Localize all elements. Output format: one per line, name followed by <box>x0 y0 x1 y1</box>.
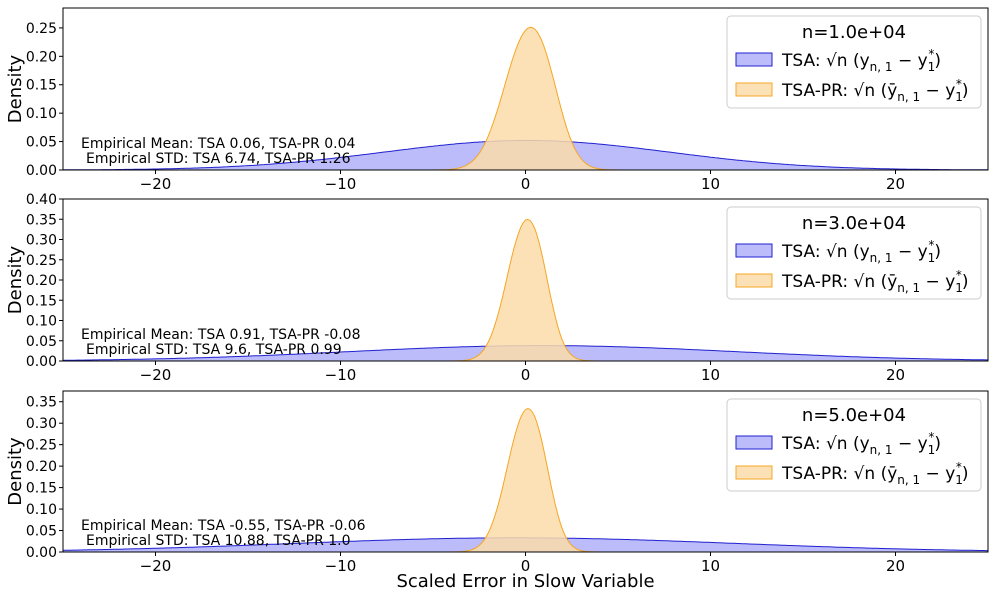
subplot-2: −20 −10 0 10 20 0.00 0.05 0.10 0.15 0.20 0.25 0.30 0… <box>5 192 989 384</box>
y-tick-label: 0.00 <box>26 354 57 370</box>
legend-label-tsa: TSA: √n (yn, 1 − y1*) <box>781 47 941 74</box>
legend-box <box>726 15 982 109</box>
y-tick-label: 0.05 <box>26 524 57 540</box>
legend: n=1.0e+04 TSA: √n (yn, 1 − y1*) TSA-PR: √n… <box>726 15 982 109</box>
y-tick-label: 0.20 <box>26 49 57 65</box>
x-tick-label: 20 <box>886 557 905 575</box>
x-tick-label: 10 <box>701 175 720 193</box>
x-tick-label: 0 <box>521 557 531 575</box>
legend-swatch-tsa <box>735 435 773 450</box>
y-tick-label: 0.25 <box>26 21 57 37</box>
x-tick-label: −10 <box>325 557 357 575</box>
subplot-3: −20 −10 0 10 20 0.00 0.05 0.10 0.15 0.20 0.25 0.30 0… <box>5 390 989 575</box>
empirical-std-annotation: Empirical STD: TSA 6.74, TSA-PR 1.26 <box>86 151 351 167</box>
x-tick-label: −20 <box>140 175 172 193</box>
legend-swatch-tsa-pr <box>735 273 773 288</box>
y-tick-label: 0.40 <box>26 192 57 208</box>
subplot-1: −20 −10 0 10 20 0.00 0.05 0.10 0.15 0.20 0.25 Densi… <box>5 7 989 193</box>
y-tick-label: 0.20 <box>26 459 57 475</box>
legend: n=3.0e+04 TSA: √n (yn, 1 − y1*) TSA-PR: √n… <box>726 206 982 300</box>
y-tick-label: 0.15 <box>26 78 57 94</box>
x-tick-label: −10 <box>325 366 357 384</box>
legend-title: n=3.0e+04 <box>802 213 906 234</box>
y-tick-label: 0.15 <box>26 293 57 309</box>
legend-swatch-tsa-pr <box>735 465 773 480</box>
empirical-mean-annotation: Empirical Mean: TSA 0.06, TSA-PR 0.04 <box>81 136 356 152</box>
y-tick-label: 0.20 <box>26 273 57 289</box>
y-axis-label: Density <box>5 245 26 314</box>
y-tick-label: 0.10 <box>26 106 57 122</box>
empirical-std-annotation: Empirical STD: TSA 9.6, TSA-PR 0.99 <box>86 342 342 358</box>
legend-label-tsa: TSA: √n (yn, 1 − y1*) <box>781 430 941 457</box>
y-tick-label: 0.35 <box>26 212 57 228</box>
y-tick-label: 0.30 <box>26 416 57 432</box>
x-tick-label: 10 <box>701 557 720 575</box>
y-tick-label: 0.05 <box>26 334 57 350</box>
legend-title: n=5.0e+04 <box>802 405 906 426</box>
y-tick-label: 0.05 <box>26 135 57 151</box>
legend-label-tsa-pr: TSA-PR: √n (ȳn, 1 − y1*) <box>781 268 969 295</box>
legend-box <box>726 398 982 492</box>
legend-box <box>726 206 982 300</box>
legend-title: n=1.0e+04 <box>802 22 906 43</box>
x-tick-label: 0 <box>521 366 531 384</box>
y-tick-label: 0.25 <box>26 438 57 454</box>
legend-label-tsa-pr: TSA-PR: √n (ȳn, 1 − y1*) <box>781 460 969 487</box>
legend-swatch-tsa <box>735 52 773 67</box>
legend-swatch-tsa <box>735 243 773 258</box>
y-tick-label: 0.10 <box>26 314 57 330</box>
x-tick-label: 10 <box>701 366 720 384</box>
y-tick-label: 0.10 <box>26 502 57 518</box>
y-axis-label: Density <box>5 437 26 506</box>
y-tick-label: 0.00 <box>26 163 57 179</box>
x-tick-label: −20 <box>140 366 172 384</box>
y-axis-label: Density <box>5 54 26 123</box>
empirical-mean-annotation: Empirical Mean: TSA -0.55, TSA-PR -0.06 <box>81 518 366 534</box>
legend-swatch-tsa-pr <box>735 82 773 97</box>
x-tick-label: 20 <box>886 175 905 193</box>
x-tick-label: 0 <box>521 175 531 193</box>
legend-label-tsa-pr: TSA-PR: √n (ȳn, 1 − y1*) <box>781 77 969 104</box>
x-tick-label: −20 <box>140 557 172 575</box>
x-tick-label: 20 <box>886 366 905 384</box>
empirical-mean-annotation: Empirical Mean: TSA 0.91, TSA-PR -0.08 <box>81 327 361 343</box>
y-tick-label: 0.35 <box>26 395 57 411</box>
x-tick-label: −10 <box>325 175 357 193</box>
empirical-std-annotation: Empirical STD: TSA 10.88, TSA-PR 1.0 <box>86 533 351 549</box>
y-tick-label: 0.00 <box>26 545 57 561</box>
legend-label-tsa: TSA: √n (yn, 1 − y1*) <box>781 238 941 265</box>
y-tick-label: 0.15 <box>26 481 57 497</box>
x-axis-label: Scaled Error in Slow Variable <box>396 571 654 592</box>
y-tick-label: 0.25 <box>26 253 57 269</box>
legend: n=5.0e+04 TSA: √n (yn, 1 − y1*) TSA-PR: √n… <box>726 398 982 492</box>
y-tick-label: 0.30 <box>26 233 57 249</box>
